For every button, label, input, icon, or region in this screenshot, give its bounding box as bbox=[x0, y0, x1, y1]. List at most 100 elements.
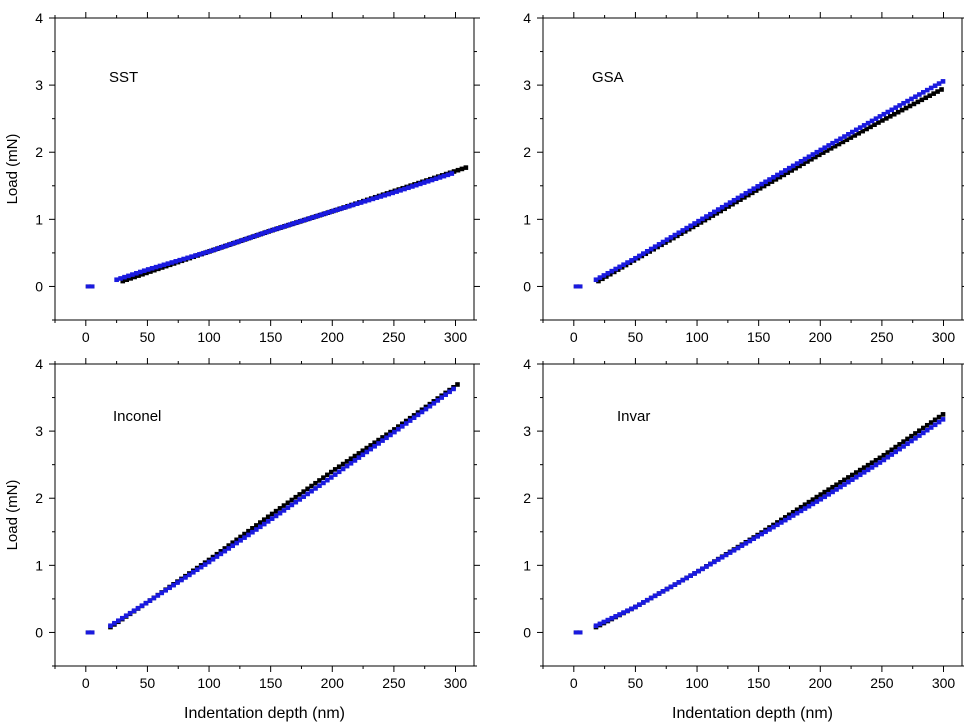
data-point bbox=[276, 226, 281, 231]
data-point bbox=[234, 537, 239, 543]
y-tick-label: 2 bbox=[523, 490, 531, 506]
data-point bbox=[625, 260, 630, 265]
data-point bbox=[226, 546, 232, 551]
data-point bbox=[767, 527, 772, 532]
data-point bbox=[222, 546, 228, 551]
data-point bbox=[810, 501, 816, 507]
data-point bbox=[390, 190, 395, 196]
data-point bbox=[619, 265, 625, 270]
data-point bbox=[289, 497, 295, 503]
data-point bbox=[607, 271, 613, 277]
data-point bbox=[655, 244, 660, 250]
data-point bbox=[797, 163, 802, 169]
data-point bbox=[139, 603, 145, 608]
data-point bbox=[258, 524, 263, 530]
data-point bbox=[897, 442, 902, 447]
data-point bbox=[277, 506, 283, 511]
data-point bbox=[706, 215, 712, 221]
data-point bbox=[935, 89, 940, 94]
y-tick-label: 4 bbox=[35, 10, 43, 26]
data-point bbox=[293, 494, 299, 500]
data-point bbox=[445, 172, 451, 178]
data-point bbox=[287, 222, 293, 227]
data-point bbox=[417, 181, 423, 187]
x-tick-label: 200 bbox=[321, 675, 345, 691]
data-point bbox=[893, 449, 898, 455]
data-point bbox=[814, 494, 820, 500]
data-point bbox=[644, 248, 650, 254]
data-point bbox=[615, 267, 621, 272]
data-point bbox=[403, 421, 409, 426]
data-point bbox=[372, 443, 377, 449]
data-point bbox=[421, 180, 427, 185]
data-point bbox=[802, 156, 808, 162]
data-point bbox=[332, 467, 338, 472]
data-point bbox=[321, 480, 326, 486]
data-point bbox=[652, 593, 658, 599]
data-point bbox=[834, 487, 839, 492]
data-point bbox=[672, 582, 678, 587]
data-point bbox=[818, 496, 824, 502]
data-point bbox=[786, 512, 792, 518]
data-point bbox=[747, 538, 753, 544]
data-point bbox=[577, 284, 583, 289]
data-point bbox=[577, 630, 583, 635]
data-point bbox=[907, 103, 913, 109]
plot-frame bbox=[54, 363, 475, 667]
data-point bbox=[376, 437, 381, 443]
data-point bbox=[279, 224, 285, 230]
data-point bbox=[794, 507, 800, 513]
data-point bbox=[597, 275, 603, 280]
data-point bbox=[698, 220, 704, 225]
data-point bbox=[857, 467, 863, 473]
data-point bbox=[252, 233, 257, 239]
y-tick-label: 1 bbox=[523, 557, 531, 573]
data-point bbox=[248, 235, 253, 240]
y-tick-label: 0 bbox=[523, 624, 531, 640]
data-point bbox=[364, 445, 370, 451]
data-point bbox=[362, 198, 368, 204]
panel-label: GSA bbox=[592, 69, 624, 86]
data-point bbox=[905, 436, 910, 442]
data-point bbox=[443, 392, 448, 397]
y-tick-label: 4 bbox=[523, 10, 531, 26]
data-point bbox=[344, 463, 350, 469]
data-point bbox=[145, 267, 151, 272]
data-point bbox=[759, 531, 764, 537]
data-point bbox=[889, 447, 895, 453]
data-point bbox=[323, 211, 328, 216]
data-point bbox=[159, 590, 165, 596]
data-point bbox=[810, 152, 816, 157]
data-point bbox=[396, 426, 401, 432]
data-point bbox=[940, 412, 946, 417]
data-point bbox=[708, 211, 713, 217]
data-point bbox=[382, 192, 388, 198]
data-point bbox=[676, 580, 682, 585]
data-point bbox=[743, 191, 749, 196]
data-point bbox=[613, 266, 619, 272]
data-point bbox=[392, 427, 397, 432]
data-point bbox=[915, 99, 921, 105]
data-point bbox=[285, 500, 291, 506]
data-point bbox=[873, 457, 879, 463]
panel-invar: 0 50 100 150 200 250 300 0 1 2 3 4 Indentation depth… bbox=[523, 356, 964, 722]
data-point bbox=[850, 472, 855, 478]
data-point bbox=[700, 566, 705, 572]
data-point bbox=[743, 541, 749, 546]
data-point bbox=[708, 561, 713, 567]
data-point bbox=[273, 508, 279, 514]
data-point bbox=[710, 213, 716, 218]
data-point bbox=[805, 159, 810, 164]
data-point bbox=[597, 621, 603, 627]
data-point bbox=[633, 604, 638, 610]
data-point bbox=[940, 417, 946, 422]
data-point bbox=[386, 191, 392, 197]
data-point bbox=[895, 109, 901, 115]
data-point bbox=[348, 456, 354, 462]
data-point bbox=[85, 284, 91, 289]
data-point bbox=[623, 262, 629, 268]
data-point bbox=[939, 87, 944, 92]
data-point bbox=[414, 182, 419, 188]
data-point bbox=[331, 208, 336, 214]
data-point bbox=[730, 201, 735, 207]
